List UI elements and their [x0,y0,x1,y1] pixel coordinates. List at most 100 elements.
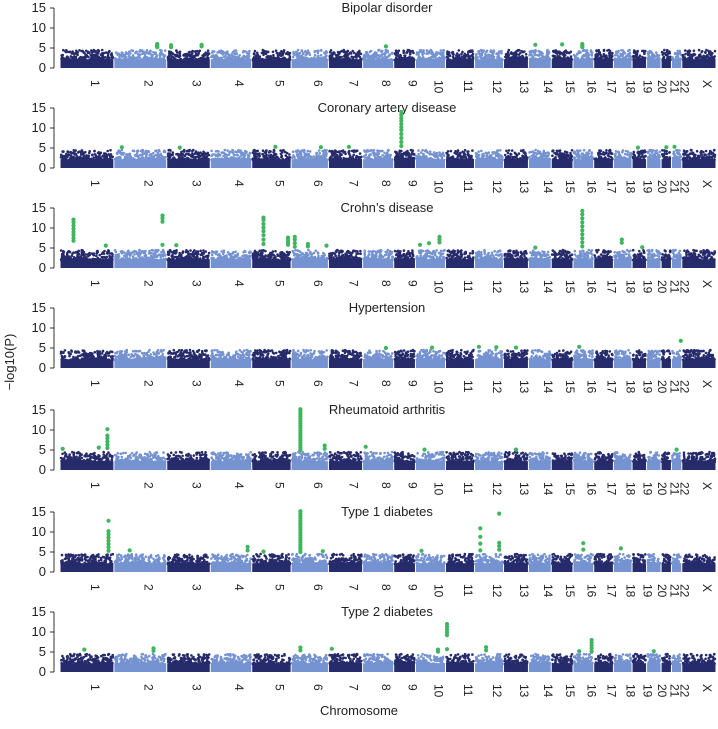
snp-point [65,49,68,52]
snp-point [188,158,191,161]
significant-point [319,145,323,149]
snp-point [84,253,87,256]
snp-point [571,58,574,61]
snp-point [178,158,181,161]
snp-point [109,149,112,152]
chromosome-label: 18 [624,80,638,94]
snp-point [187,153,190,156]
snp-point [478,53,481,56]
snp-point [213,59,216,62]
snp-point [320,57,323,60]
snp-point [644,155,647,158]
snp-point [571,149,574,152]
snp-point [405,154,408,157]
snp-point [677,153,680,156]
snp-point [442,51,445,54]
snp-point [532,150,535,153]
snp-point [75,251,78,254]
snp-point [106,251,109,254]
snp-point [347,151,350,154]
snp-point [422,52,425,55]
snp-point [495,58,498,61]
snp-point [317,156,320,159]
snp-point [246,259,249,262]
snp-point [560,152,563,155]
snp-point [701,156,704,159]
chromosome-label: 10 [431,80,445,94]
snp-point [625,55,628,58]
snp-point [475,57,478,60]
snp-point [110,153,113,156]
snp-point [90,49,93,52]
snp-point [222,253,225,256]
snp-point [622,149,625,152]
snp-point [614,54,617,57]
snp-point [603,53,606,56]
snp-point [674,52,677,55]
snp-point [488,159,491,162]
snp-point [690,55,693,58]
chromosome-10-points [415,149,445,168]
snp-point [124,158,127,161]
chromosome-14-points [528,149,551,168]
snp-point [307,49,310,52]
snp-point [355,59,358,62]
panel-title: Crohn’s disease [341,200,434,215]
snp-point [453,58,456,61]
snp-point [441,58,444,61]
snp-point [590,152,593,155]
chromosome-label: 18 [624,180,638,194]
snp-point [239,155,242,158]
snp-point [696,150,699,153]
snp-point [590,49,593,52]
snp-point [468,155,471,158]
snp-point [606,49,609,52]
snp-point [199,59,202,62]
snp-point [235,53,238,56]
snp-point [104,56,107,59]
snp-point [325,159,328,162]
significant-point [399,110,403,114]
snp-point [240,153,243,156]
snp-point [210,150,213,153]
snp-point [136,57,139,60]
snp-point [647,57,650,60]
snp-point [154,253,157,256]
snp-point [479,55,482,58]
snp-point [435,54,438,57]
snp-point [199,151,202,154]
chromosome-5-points [252,149,292,168]
snp-point [205,59,208,62]
snp-point [126,59,129,62]
chromosome-label: 4 [232,180,246,187]
snp-point [446,56,449,59]
snp-point [379,159,382,162]
chromosome-17-points [593,49,613,68]
snp-point [616,58,619,61]
snp-point [355,54,358,57]
snp-point [272,54,275,57]
snp-point [448,158,451,161]
snp-point [658,59,661,62]
snp-point [320,54,323,57]
snp-point [446,50,449,53]
snp-point [150,57,153,60]
chromosome-16-points [573,49,594,68]
snp-point [505,150,508,153]
snp-point [481,51,484,54]
snp-point [151,249,154,252]
snp-point [167,157,170,160]
snp-point [713,154,716,157]
significant-point [399,144,403,148]
snp-point [171,256,174,259]
y-tick-label: 10 [32,20,46,35]
snp-point [160,259,163,262]
snp-point [129,254,132,257]
snp-point [405,58,408,61]
snp-point [649,155,652,158]
snp-point [330,56,333,59]
snp-point [226,56,229,59]
chromosome-18-points [614,149,633,168]
snp-point [598,155,601,158]
chromosome-16-points [573,149,594,168]
